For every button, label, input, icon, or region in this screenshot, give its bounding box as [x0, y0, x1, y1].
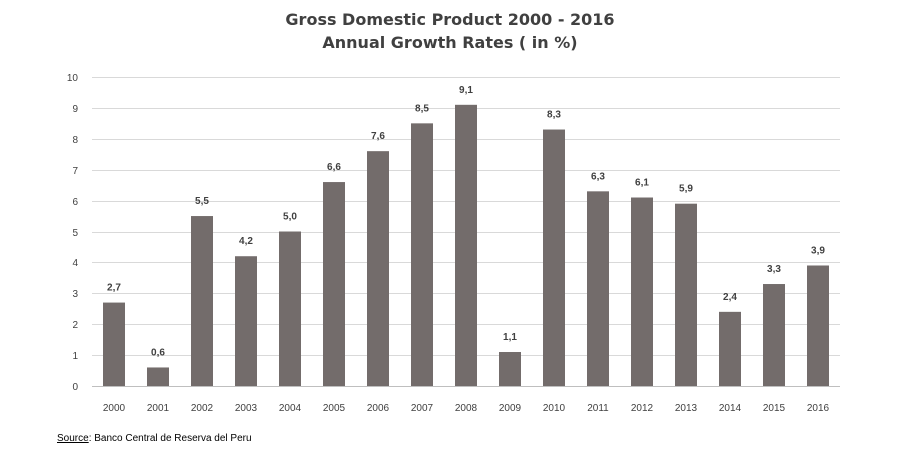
source-text: : Banco Central de Reserva del Peru: [88, 433, 252, 444]
data-label-2004: 5,0: [283, 212, 297, 223]
data-label-2012: 6,1: [635, 178, 649, 189]
x-tick-label: 2013: [675, 403, 698, 414]
x-tick-label: 2000: [103, 403, 126, 414]
chart-title-line: Gross Domestic Product 2000 - 2016: [285, 10, 615, 29]
bar-2014: [719, 311, 741, 386]
x-tick-label: 2010: [543, 403, 566, 414]
data-label-2008: 9,1: [459, 85, 473, 96]
data-label-2013: 5,9: [679, 184, 693, 195]
bar-2016: [807, 265, 829, 386]
data-label-2011: 6,3: [591, 171, 605, 182]
x-axis-ticks: 2000 2001 2002 2003 2004 2005 2006 2007 2008 2009…: [103, 403, 830, 414]
x-tick-label: 2002: [191, 403, 214, 414]
data-labels: 2,7 0,6 5,5 4,2 5,0 6,6 7,6 8,5 9,1 1,1 8,3 6,3 6,1 5…: [107, 85, 825, 359]
data-label-2003: 4,2: [239, 236, 253, 247]
y-tick-label: 8: [72, 135, 78, 146]
bar-2003: [235, 256, 257, 386]
x-tick-label: 2003: [235, 403, 258, 414]
x-tick-label: 2009: [499, 403, 522, 414]
x-tick-label: 2014: [719, 403, 742, 414]
y-tick-label: 0: [72, 382, 78, 393]
bar-2008: [455, 104, 477, 386]
data-label-2010: 8,3: [547, 110, 561, 121]
x-tick-label: 2001: [147, 403, 170, 414]
bar-2000: [103, 302, 125, 386]
bar-2009: [499, 352, 521, 386]
y-tick-label: 2: [72, 320, 78, 331]
data-label-2006: 7,6: [371, 131, 385, 142]
y-tick-label: 1: [72, 351, 78, 362]
bar-2002: [191, 216, 213, 386]
y-tick-label: 4: [72, 258, 78, 269]
bar-2015: [763, 284, 785, 386]
y-tick-label: 3: [72, 289, 78, 300]
y-tick-label: 10: [67, 73, 79, 84]
x-tick-label: 2011: [587, 403, 609, 414]
bar-2010: [543, 129, 565, 386]
bar-2005: [323, 182, 345, 386]
bar-2007: [411, 123, 433, 386]
data-label-2007: 8,5: [415, 103, 429, 114]
data-label-2015: 3,3: [767, 264, 781, 275]
y-tick-label: 5: [72, 228, 78, 239]
data-label-2009: 1,1: [503, 332, 517, 343]
bar-2006: [367, 151, 389, 386]
data-label-2002: 5,5: [195, 196, 209, 207]
x-tick-label: 2016: [807, 403, 830, 414]
data-label-2005: 6,6: [327, 162, 341, 173]
bars: [103, 104, 829, 386]
bar-2013: [675, 203, 697, 386]
x-tick-label: 2007: [411, 403, 434, 414]
chart-subtitle: Annual Growth Rates ( in %): [322, 33, 578, 52]
x-tick-label: 2015: [763, 403, 786, 414]
bar-2011: [587, 191, 609, 386]
x-tick-label: 2008: [455, 403, 478, 414]
data-label-2001: 0,6: [151, 347, 165, 358]
y-tick-label: 7: [72, 166, 78, 177]
y-axis-ticks: 0 1 2 3 4 5 6 7 8 9 10: [67, 73, 79, 393]
y-tick-label: 9: [72, 104, 78, 115]
x-tick-label: 2006: [367, 403, 390, 414]
x-tick-label: 2004: [279, 403, 302, 414]
bar-2004: [279, 231, 301, 386]
x-tick-label: 2005: [323, 403, 346, 414]
bar-2012: [631, 197, 653, 386]
data-label-2000: 2,7: [107, 283, 121, 294]
source-note: Source: Banco Central de Reserva del Per…: [57, 433, 252, 444]
data-label-2014: 2,4: [723, 292, 737, 303]
chart-title: Gross Domestic Product 2000 - 2016 Annua…: [0, 8, 900, 54]
data-label-2016: 3,9: [811, 245, 825, 256]
x-tick-label: 2012: [631, 403, 654, 414]
source-label: Source: [57, 433, 89, 444]
y-tick-label: 6: [72, 197, 78, 208]
bar-2001: [147, 367, 169, 386]
